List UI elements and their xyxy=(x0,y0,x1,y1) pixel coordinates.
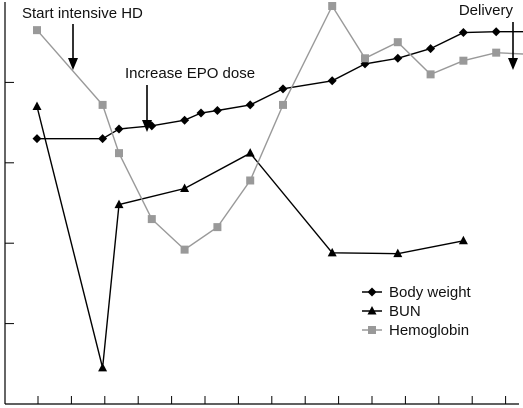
triangle-marker xyxy=(327,247,337,257)
square-marker xyxy=(246,176,255,185)
square-marker xyxy=(279,100,287,109)
square-marker xyxy=(459,56,468,65)
series-bun xyxy=(32,101,468,372)
series-line xyxy=(36,106,464,368)
triangle-marker xyxy=(393,248,403,258)
annotation: Start intensive HD xyxy=(22,5,143,70)
diamond-marker xyxy=(367,287,377,297)
diamond-marker xyxy=(114,124,124,134)
square-marker xyxy=(426,70,435,79)
square-marker xyxy=(368,326,376,334)
diamond-marker xyxy=(98,134,108,144)
annotation: Delivery xyxy=(459,2,518,70)
diamond-marker xyxy=(32,134,42,144)
annotation-label: Start intensive HD xyxy=(22,5,143,22)
annotation-layer: Start intensive HD Increase EPO dose Deliv… xyxy=(22,2,518,132)
diamond-marker xyxy=(212,106,222,116)
annotation: Increase EPO dose xyxy=(125,65,255,132)
series-layer xyxy=(32,2,523,372)
diamond-marker xyxy=(180,115,190,125)
square-marker xyxy=(33,26,41,35)
square-marker xyxy=(492,48,501,57)
square-marker xyxy=(180,245,189,254)
triangle-marker xyxy=(367,306,377,315)
triangle-marker xyxy=(98,362,108,372)
diamond-marker xyxy=(327,76,337,86)
triangle-marker xyxy=(458,235,468,245)
series-hemoglobin xyxy=(33,2,523,254)
diamond-marker xyxy=(458,28,468,38)
square-marker xyxy=(361,54,369,63)
legend-label: Body weight xyxy=(389,284,472,301)
series-body-weight xyxy=(32,27,523,144)
annotation-label: Increase EPO dose xyxy=(125,65,255,82)
series-line xyxy=(36,4,523,251)
arrowhead-icon xyxy=(142,120,152,132)
square-marker xyxy=(213,223,222,232)
legend-label: Hemoglobin xyxy=(389,322,469,339)
arrowhead-icon xyxy=(508,58,518,70)
diamond-marker xyxy=(278,84,288,94)
diamond-marker xyxy=(245,100,255,110)
diamond-marker xyxy=(491,27,501,37)
diamond-marker xyxy=(196,108,206,118)
square-marker xyxy=(393,38,402,47)
annotation-label: Delivery xyxy=(459,2,514,19)
diamond-marker xyxy=(393,53,403,63)
triangle-marker xyxy=(245,148,255,157)
triangle-marker xyxy=(32,101,42,111)
square-marker xyxy=(147,215,156,224)
axes xyxy=(4,2,519,405)
square-marker xyxy=(328,2,337,11)
square-marker xyxy=(115,149,123,158)
triangle-marker xyxy=(180,183,190,193)
triangle-marker xyxy=(114,199,124,209)
diamond-marker xyxy=(426,44,436,54)
legend-label: BUN xyxy=(389,303,421,320)
legend: Body weight BUN Hemoglobin xyxy=(362,284,472,339)
legend-item: Body weight xyxy=(362,284,472,301)
legend-item: BUN xyxy=(362,303,421,320)
series-line xyxy=(37,31,523,140)
square-marker xyxy=(98,100,107,109)
arrowhead-icon xyxy=(68,58,78,70)
legend-item: Hemoglobin xyxy=(362,322,469,339)
